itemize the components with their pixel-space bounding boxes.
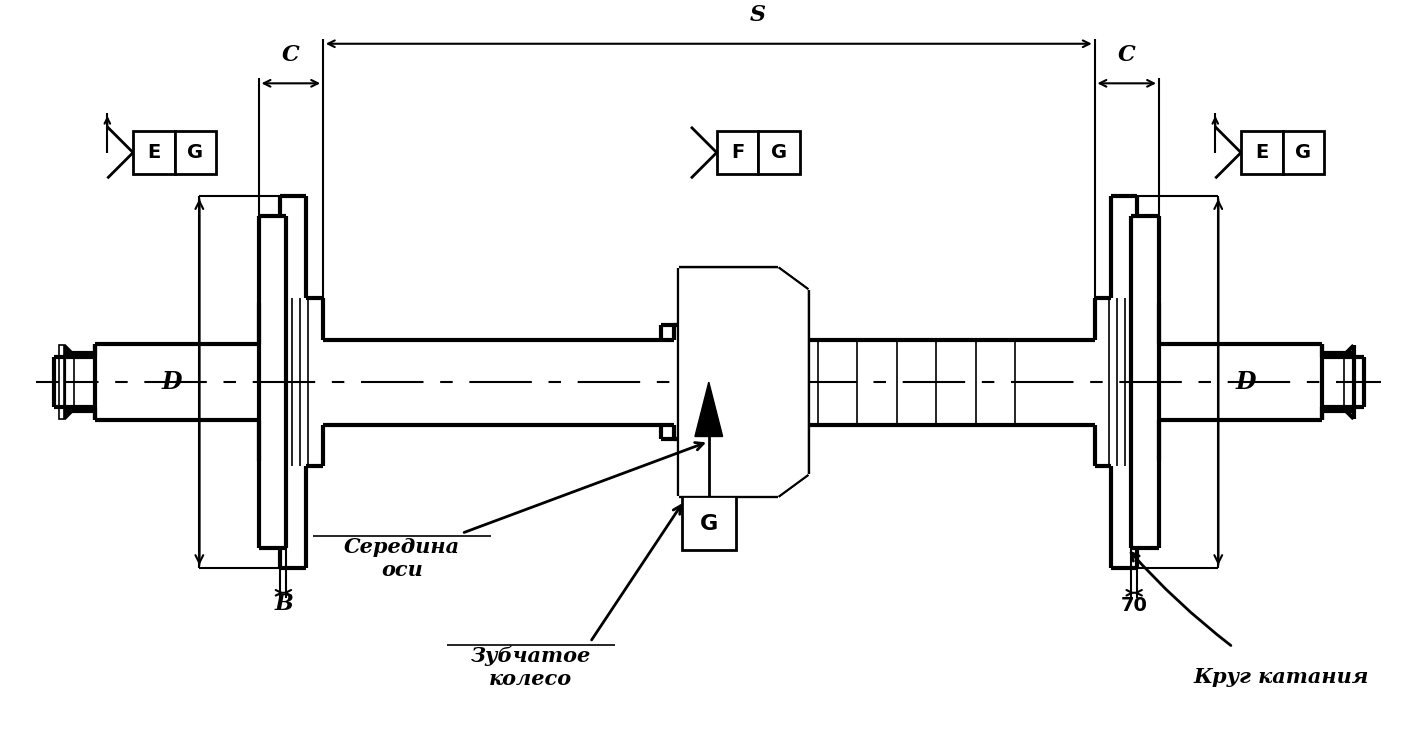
Text: E: E <box>148 143 160 162</box>
Text: F: F <box>731 143 744 162</box>
Text: B: B <box>274 593 293 615</box>
Text: Зубчатое
колесо: Зубчатое колесо <box>470 645 591 689</box>
Text: S: S <box>750 4 767 26</box>
Text: E: E <box>1255 143 1268 162</box>
Text: Круг катания: Круг катания <box>1194 667 1369 687</box>
Bar <box>1241 131 1282 175</box>
Bar <box>133 131 175 175</box>
Text: G: G <box>187 143 203 162</box>
Bar <box>58 345 64 419</box>
Text: 70: 70 <box>1120 596 1147 615</box>
Bar <box>682 496 737 550</box>
Polygon shape <box>694 382 723 436</box>
Text: G: G <box>700 513 719 534</box>
Text: C: C <box>281 44 300 66</box>
Bar <box>1282 131 1323 175</box>
Bar <box>175 131 216 175</box>
Text: G: G <box>771 143 787 162</box>
Text: Середина
оси: Середина оси <box>344 537 460 580</box>
Polygon shape <box>679 268 808 496</box>
Text: C: C <box>1118 44 1135 66</box>
Text: G: G <box>1295 143 1312 162</box>
Bar <box>758 131 799 175</box>
Bar <box>717 131 758 175</box>
Text: D: D <box>1235 370 1257 394</box>
Text: D: D <box>162 370 182 394</box>
